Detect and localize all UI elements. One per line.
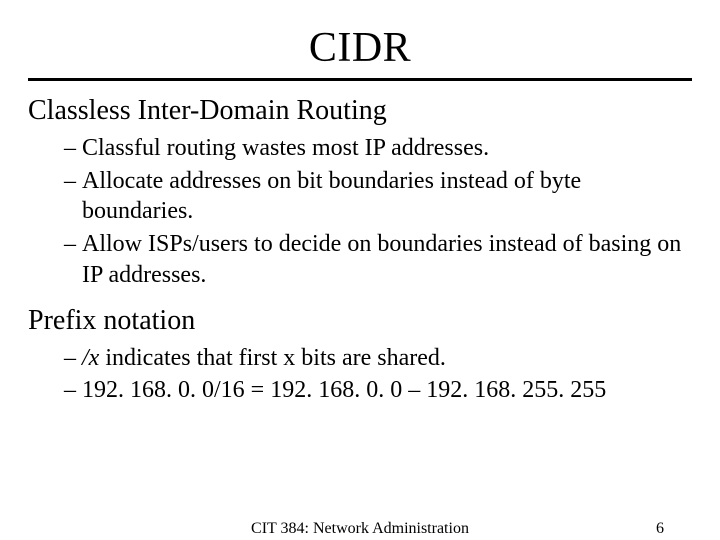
bullet-item: – Allocate addresses on bit boundaries i… (64, 166, 692, 227)
bullet-text-rest: indicates that first x bits are shared. (99, 345, 446, 371)
bullet-text: Allocate addresses on bit boundaries ins… (82, 166, 692, 227)
title-rule (28, 78, 692, 81)
dash-icon: – (64, 133, 82, 164)
bullet-list-0: – Classful routing wastes most IP addres… (28, 133, 692, 291)
bullet-text: Allow ISPs/users to decide on boundaries… (82, 229, 692, 290)
bullet-item: – /x indicates that first x bits are sha… (64, 343, 692, 374)
dash-icon: – (64, 375, 82, 406)
slide-title: CIDR (28, 24, 692, 78)
dash-icon: – (64, 229, 82, 290)
page-number: 6 (656, 520, 664, 538)
section-heading-0: Classless Inter-Domain Routing (28, 95, 692, 127)
bullet-item: – 192. 168. 0. 0/16 = 192. 168. 0. 0 – 1… (64, 375, 692, 406)
bullet-text: /x indicates that first x bits are share… (82, 343, 692, 374)
slide: CIDR Classless Inter-Domain Routing – Cl… (0, 0, 720, 540)
bullet-list-1: – /x indicates that first x bits are sha… (28, 343, 692, 406)
italic-prefix: /x (82, 345, 99, 371)
bullet-item: – Allow ISPs/users to decide on boundari… (64, 229, 692, 290)
footer-center: CIT 384: Network Administration (0, 520, 720, 538)
bullet-item: – Classful routing wastes most IP addres… (64, 133, 692, 164)
dash-icon: – (64, 343, 82, 374)
section-heading-1: Prefix notation (28, 305, 692, 337)
bullet-text: 192. 168. 0. 0/16 = 192. 168. 0. 0 – 192… (82, 375, 692, 406)
dash-icon: – (64, 166, 82, 227)
bullet-text: Classful routing wastes most IP addresse… (82, 133, 692, 164)
